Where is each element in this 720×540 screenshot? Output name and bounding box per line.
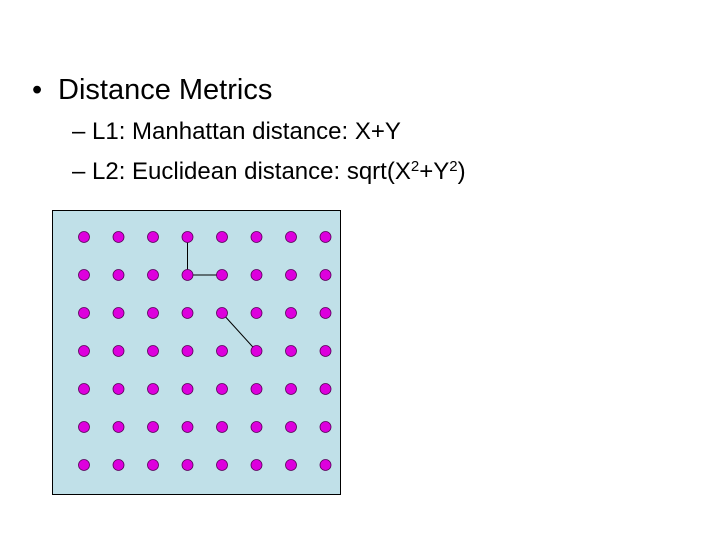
grid-point [181, 231, 194, 243]
grid-point [78, 421, 90, 433]
grid-point [250, 383, 263, 395]
grid-point [112, 459, 125, 471]
grid-point [112, 307, 125, 319]
grid-point [250, 345, 263, 357]
grid-point [112, 383, 125, 395]
l2-text-suffix: ) [457, 158, 466, 185]
grid-point [147, 231, 159, 243]
grid-point [78, 269, 90, 281]
grid-point [78, 383, 90, 395]
grid-point [147, 345, 159, 357]
grid-point [147, 383, 159, 395]
dash-glyph: – [72, 158, 86, 185]
grid-point [319, 269, 332, 281]
grid-point [285, 231, 297, 243]
grid-point [181, 383, 194, 395]
grid-point [216, 345, 228, 357]
grid-point [250, 231, 263, 243]
grid-point [250, 459, 263, 471]
grid-point [319, 231, 332, 243]
grid-point [319, 345, 332, 357]
grid-point [181, 307, 194, 319]
grid-point [216, 269, 228, 281]
heading-text: Distance Metrics [58, 74, 273, 106]
grid-point [285, 459, 297, 471]
grid-point [285, 421, 297, 433]
grid-point [216, 459, 228, 471]
grid-point [319, 307, 332, 319]
grid-point [285, 269, 297, 281]
grid-point [181, 345, 194, 357]
grid-point [112, 421, 125, 433]
heading-bullet-line: • Distance Metrics [32, 72, 272, 108]
grid-point [250, 269, 263, 281]
l2-superscript-y: 2 [449, 158, 458, 175]
dash-glyph: – [72, 118, 86, 145]
grid-point [319, 459, 332, 471]
grid-point [112, 269, 125, 281]
grid-point [147, 421, 159, 433]
grid-point [319, 421, 332, 433]
grid-point [250, 421, 263, 433]
grid-point [250, 307, 263, 319]
l2-superscript-x: 2 [410, 158, 420, 175]
grid-point [181, 459, 194, 471]
grid-point [285, 345, 297, 357]
grid-point [147, 307, 159, 319]
l1-text: L1: Manhattan distance: X+Y [92, 118, 401, 145]
grid-point [285, 307, 297, 319]
grid-point [147, 459, 159, 471]
grid-point [285, 383, 297, 395]
manhattan-path-line [187, 237, 222, 276]
grid-point [112, 345, 125, 357]
sub-item-l2: – L2: Euclidean distance: sqrt(X2+Y2) [72, 157, 466, 187]
bullet-glyph: • [32, 74, 43, 106]
grid-point [78, 307, 90, 319]
grid-point [181, 269, 194, 281]
grid-point [181, 421, 194, 433]
grid-point [216, 421, 228, 433]
grid-point [78, 345, 90, 357]
euclidean-path-line [221, 312, 257, 352]
sub-item-l1: – L1: Manhattan distance: X+Y [72, 117, 401, 147]
grid-point [216, 231, 228, 243]
grid-point [319, 383, 332, 395]
l2-text-prefix: L2: Euclidean distance: sqrt(X [92, 158, 411, 185]
grid-panel [52, 210, 341, 495]
grid-point [216, 307, 228, 319]
point-grid [78, 231, 332, 471]
grid-point [147, 269, 159, 281]
l2-text-mid: +Y [419, 158, 450, 185]
grid-point [78, 231, 90, 243]
grid-point [78, 459, 90, 471]
grid-point [112, 231, 125, 243]
grid-point [216, 383, 228, 395]
